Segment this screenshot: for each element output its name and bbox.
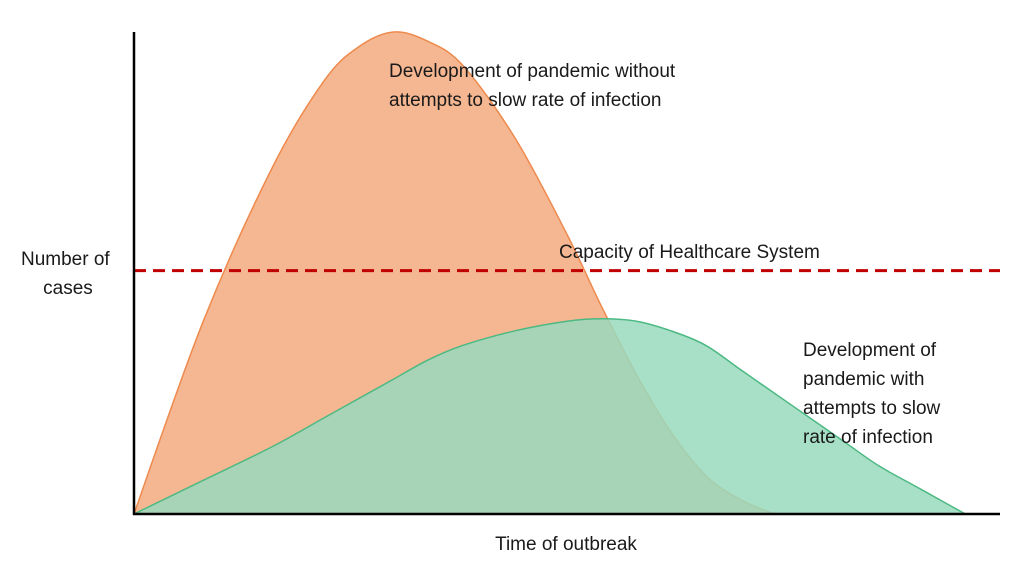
series-label-with-measures: Development of pandemic with attempts to… [803, 340, 946, 448]
series-label-line: attempts to slow rate of infection [389, 90, 661, 111]
series-label-line: attempts to slow [803, 398, 941, 419]
y-axis-label-line: cases [43, 278, 93, 299]
plot-area [132, 31, 966, 515]
y-axis-label-line: Number of [21, 249, 110, 270]
series-label-line: pandemic with [803, 369, 924, 390]
y-axis-label: Number of cases [21, 249, 115, 299]
series-area-with-measures [133, 318, 966, 515]
series-label-line: rate of infection [803, 427, 933, 448]
series-label-line: Development of [803, 340, 937, 361]
series-label-line: Development of pandemic without [389, 61, 676, 82]
x-axis-label: Time of outbreak [495, 534, 637, 555]
capacity-label: Capacity of Healthcare System [559, 242, 820, 263]
series-label-without-measures: Development of pandemic without attempts… [389, 61, 681, 111]
